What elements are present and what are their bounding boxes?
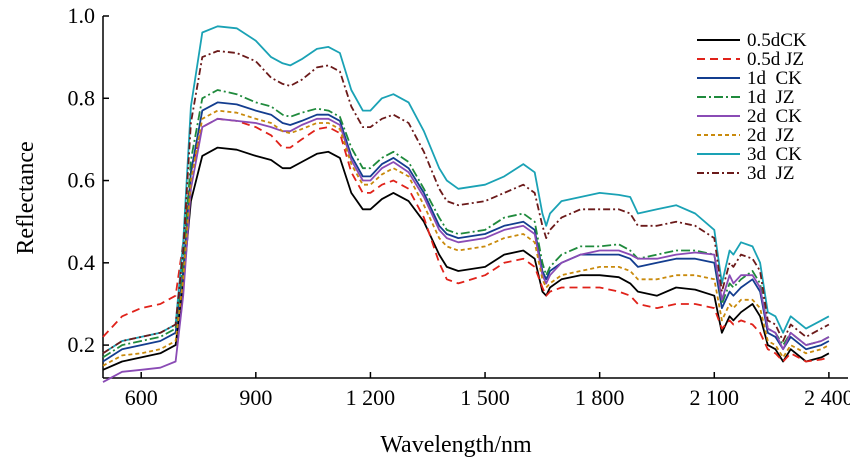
- x-tick-label: 1 200: [346, 385, 396, 410]
- series-line-7: [102, 50, 830, 355]
- x-tick-label: 600: [125, 385, 158, 410]
- x-tick-label: 2 400: [804, 385, 850, 410]
- x-axis-title: Wavelength/nm: [380, 432, 532, 458]
- y-tick-label: 1.0: [68, 3, 96, 28]
- x-tick-label: 900: [239, 385, 272, 410]
- series-line-2: [102, 101, 830, 363]
- y-tick-label: 0.6: [68, 168, 96, 193]
- series-line-6: [102, 25, 830, 355]
- x-tick-label: 2 100: [690, 385, 740, 410]
- legend-label-4: 2d CK: [747, 106, 802, 127]
- series-line-5: [102, 109, 830, 367]
- series-line-3: [102, 89, 830, 359]
- x-tick-label: 1 800: [575, 385, 625, 410]
- legend-label-3: 1d JZ: [747, 87, 795, 108]
- axes: 600 900 1 200 1 500 1 800 2 100 2 400 0.2 0.4 0.6…: [68, 3, 850, 410]
- series-line-1: [102, 117, 830, 363]
- legend-label-5: 2d JZ: [747, 125, 795, 146]
- x-tick-label: 1 500: [460, 385, 510, 410]
- y-tick-label: 0.8: [68, 85, 96, 110]
- legend-label-1: 0.5d JZ: [747, 49, 804, 70]
- plot-lines: [102, 25, 830, 383]
- legend-label-2: 1d CK: [747, 68, 802, 89]
- legend-label-0: 0.5dCK: [747, 30, 807, 51]
- legend-label-6: 3d CK: [747, 144, 802, 165]
- series-line-0: [102, 146, 830, 371]
- series-line-4: [102, 117, 830, 383]
- y-tick-label: 0.4: [68, 250, 96, 275]
- legend-label-7: 3d JZ: [747, 163, 795, 184]
- y-axis-title: Reflectance: [13, 141, 39, 254]
- y-tick-label: 0.2: [68, 332, 96, 357]
